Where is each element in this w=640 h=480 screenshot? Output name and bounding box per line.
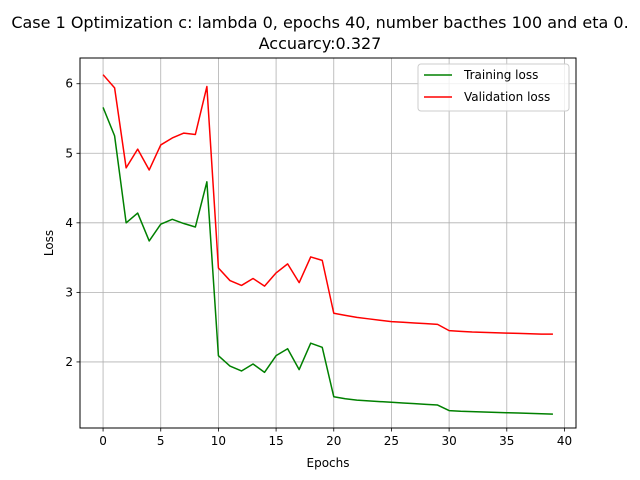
chart-title: Case 1 Optimization c: lambda 0, epochs … <box>11 13 628 32</box>
chart-subtitle: Accuarcy:0.327 <box>259 34 382 53</box>
x-tick-label: 40 <box>557 434 572 448</box>
x-tick-label: 25 <box>384 434 399 448</box>
series-layer <box>102 74 553 415</box>
legend-label-training-loss: Training loss <box>463 68 538 82</box>
plot-frame <box>79 57 577 429</box>
y-tick-label: 6 <box>65 77 73 91</box>
x-tick-label: 5 <box>157 434 165 448</box>
x-tick-label: 10 <box>211 434 226 448</box>
x-tick-label: 0 <box>99 434 107 448</box>
x-tick-label: 30 <box>441 434 456 448</box>
x-tick-label: 35 <box>499 434 514 448</box>
y-tick-label: 5 <box>65 146 73 160</box>
validation-loss-line <box>102 74 553 335</box>
training-loss-line <box>102 107 553 415</box>
y-tick-label: 4 <box>65 216 73 230</box>
x-tick-label: 15 <box>268 434 283 448</box>
x-tick-label: 20 <box>326 434 341 448</box>
y-tick-label: 3 <box>65 285 73 299</box>
x-axis-label: Epochs <box>307 456 350 470</box>
y-axis-label: Loss <box>42 230 56 256</box>
ticks: 0 5 10 15 20 25 30 35 40 2 3 4 5 6 <box>65 77 572 448</box>
y-tick-label: 2 <box>65 355 73 369</box>
legend-label-validation-loss: Validation loss <box>464 90 550 104</box>
legend: Training loss Validation loss <box>417 63 570 112</box>
legend-box <box>417 63 570 112</box>
